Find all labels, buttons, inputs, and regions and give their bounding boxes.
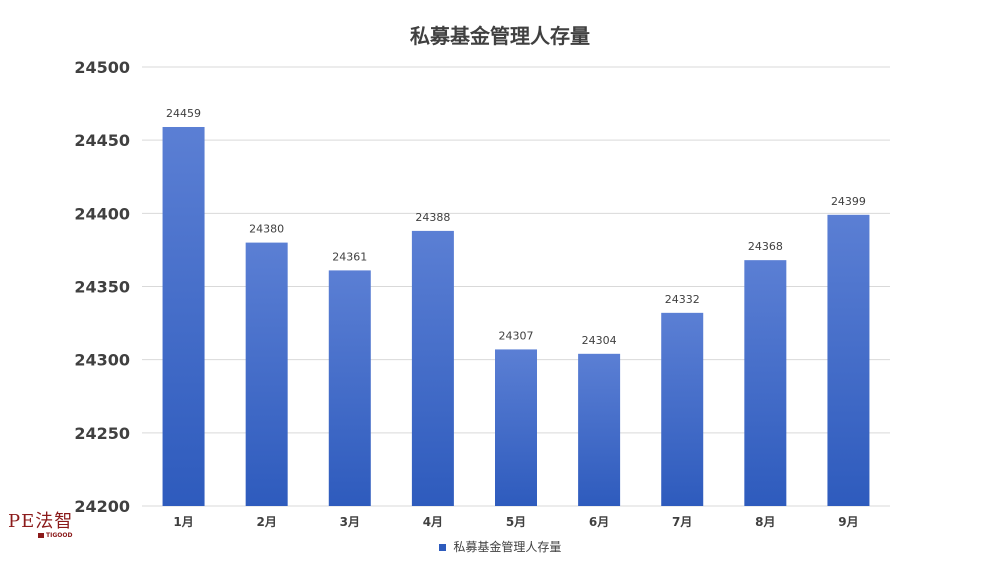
logo-main-text: PE法智 [8, 511, 74, 532]
x-tick-label: 1月 [173, 515, 193, 529]
x-tick-label: 5月 [506, 515, 526, 529]
data-label: 24332 [665, 293, 700, 306]
logo-mark-icon [38, 533, 44, 538]
x-tick-label: 6月 [589, 515, 609, 529]
bar [162, 126, 205, 506]
legend-swatch [438, 544, 446, 551]
data-label: 24388 [415, 211, 450, 224]
bar [578, 353, 621, 506]
logo: PE法智 TIGOOD [8, 512, 78, 540]
data-label: 24399 [831, 195, 866, 208]
bar [411, 230, 454, 507]
y-axis-ticks: 24200 24250 24300 24350 24400 24450 24500 [74, 58, 130, 516]
y-tick-label: 24350 [74, 278, 130, 297]
y-tick-label: 24400 [74, 204, 130, 223]
y-tick-label: 24200 [74, 497, 130, 516]
bar [328, 270, 371, 506]
legend: 私募基金管理人存量 [0, 538, 1000, 555]
data-label: 24368 [748, 240, 783, 253]
x-tick-label: 4月 [423, 515, 443, 529]
data-label: 24307 [499, 329, 534, 342]
y-tick-label: 24450 [74, 131, 130, 150]
data-label: 24459 [166, 107, 201, 120]
data-labels: 24459 24380 24361 24388 24307 24304 24332 24368… [166, 107, 866, 347]
bar [495, 349, 537, 506]
legend-label: 私募基金管理人存量 [453, 540, 562, 554]
bar [661, 312, 704, 506]
x-tick-label: 3月 [340, 515, 360, 529]
data-label: 24304 [582, 334, 617, 347]
logo-sub-text: TIGOOD [8, 532, 78, 540]
chart-title: 私募基金管理人存量 [410, 24, 590, 48]
y-tick-label: 24250 [74, 424, 130, 443]
x-tick-label: 8月 [755, 515, 775, 529]
y-tick-label: 24300 [74, 351, 130, 370]
bars [162, 126, 870, 507]
bar [744, 260, 787, 506]
bar [245, 242, 288, 506]
data-label: 24361 [332, 250, 367, 263]
data-label: 24380 [249, 223, 284, 236]
bar [827, 214, 870, 506]
y-tick-label: 24500 [74, 58, 130, 77]
x-axis-ticks: 1月 2月 3月 4月 5月 6月 7月 8月 9月 [173, 515, 858, 529]
x-tick-label: 9月 [838, 515, 858, 529]
x-tick-label: 2月 [256, 515, 276, 529]
x-tick-label: 7月 [672, 515, 692, 529]
